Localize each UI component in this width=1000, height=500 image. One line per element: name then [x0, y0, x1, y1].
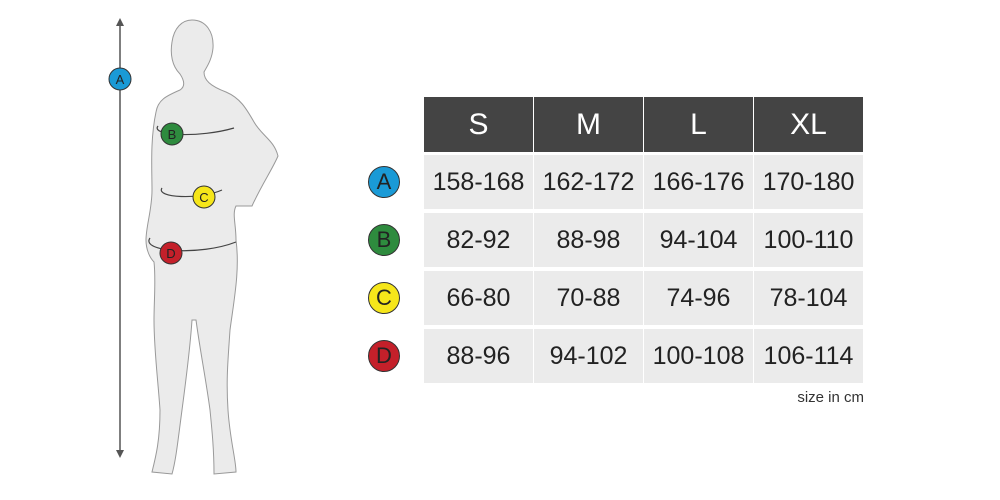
table-cell: 88-98 — [534, 213, 643, 267]
row-badge-b: B — [368, 224, 400, 256]
table-cell: 74-96 — [644, 271, 753, 325]
table-cell: 106-114 — [754, 329, 863, 383]
arrow-down-icon — [116, 450, 124, 458]
marker-c — [192, 185, 216, 209]
svg-text:A: A — [116, 72, 125, 87]
svg-text:C: C — [199, 190, 208, 205]
marker-b — [160, 122, 184, 146]
marker-d — [159, 241, 183, 265]
table-cell: 88-96 — [424, 329, 533, 383]
table-cell: 158-168 — [424, 155, 533, 209]
row-badge-c: C — [368, 282, 400, 314]
table-cell: 78-104 — [754, 271, 863, 325]
table-cell: 94-102 — [534, 329, 643, 383]
waist-loop — [160, 187, 223, 198]
size-header-xl: XL — [754, 97, 863, 152]
svg-text:B: B — [168, 127, 177, 142]
table-cell: 100-108 — [644, 329, 753, 383]
table-cell: 100-110 — [754, 213, 863, 267]
size-header-m: M — [534, 97, 643, 152]
table-cell: 66-80 — [424, 271, 533, 325]
arrow-up-icon — [116, 18, 124, 26]
size-header-s: S — [424, 97, 533, 152]
table-cell: 162-172 — [534, 155, 643, 209]
body-figure-illustration: A B C D — [108, 18, 279, 475]
units-note: size in cm — [797, 389, 864, 406]
table-cell: 166-176 — [644, 155, 753, 209]
row-badge-d: D — [368, 340, 400, 372]
svg-text:D: D — [166, 246, 175, 261]
size-header-l: L — [644, 97, 753, 152]
row-badge-a: A — [368, 166, 400, 198]
marker-a — [108, 67, 132, 91]
table-cell: 170-180 — [754, 155, 863, 209]
table-cell: 82-92 — [424, 213, 533, 267]
table-cell: 94-104 — [644, 213, 753, 267]
table-cell: 70-88 — [534, 271, 643, 325]
